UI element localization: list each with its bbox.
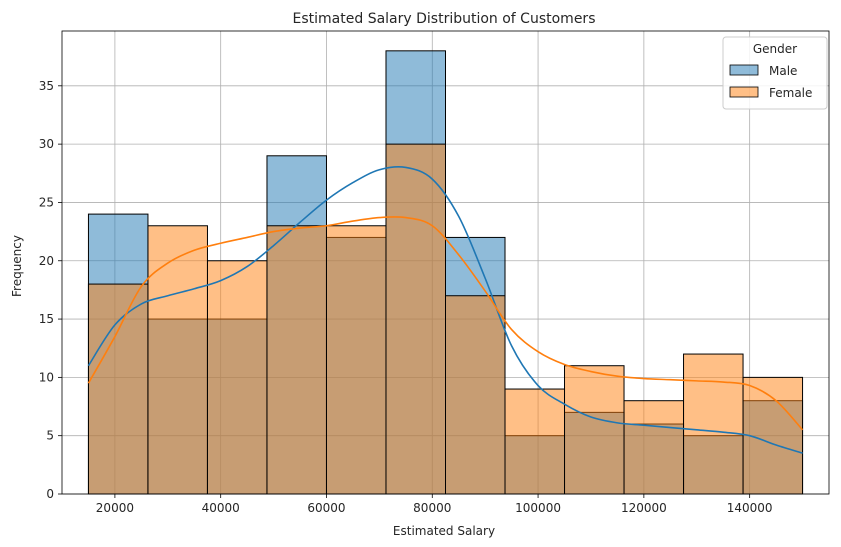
bar-female-3 [266, 225, 327, 495]
bar-female-5 [385, 143, 447, 495]
x-tick-label: 140000 [727, 501, 773, 515]
x-axis-label: Estimated Salary [393, 524, 495, 538]
histogram-bars [87, 50, 804, 495]
y-tick-label: 35 [39, 79, 54, 93]
bar-female-7 [504, 388, 566, 495]
y-tick-label: 15 [39, 312, 54, 326]
x-tick-label: 40000 [202, 501, 240, 515]
legend-swatch-female [729, 86, 759, 98]
x-tick-label: 120000 [621, 501, 667, 515]
y-tick-label: 5 [46, 429, 54, 443]
y-tick-label: 0 [46, 487, 54, 501]
legend-label-male: Male [769, 64, 797, 78]
y-tick-label: 30 [39, 137, 54, 151]
x-tick-label: 60000 [307, 501, 345, 515]
chart-title: Estimated Salary Distribution of Custome… [293, 11, 596, 27]
bar-female-4 [325, 225, 387, 495]
legend-swatch-male [729, 64, 759, 76]
bar-female-0 [87, 283, 149, 495]
legend: Gender Male Female [722, 36, 828, 110]
legend-title: Gender [753, 42, 797, 56]
bar-female-10 [683, 353, 744, 495]
x-tick-label: 100000 [515, 501, 561, 515]
x-tick-label: 20000 [96, 501, 134, 515]
y-axis-label: Frequency [10, 235, 24, 297]
bar-female-6 [445, 295, 506, 495]
x-axis-ticks: 20000 40000 60000 80000 100000 120000 140000 [96, 494, 773, 515]
y-tick-label: 25 [39, 195, 54, 209]
bar-female-11 [742, 376, 804, 495]
bar-female-2 [206, 260, 268, 495]
bar-female-1 [147, 225, 208, 495]
plot-frame [61, 30, 830, 495]
y-tick-label: 10 [39, 370, 54, 384]
legend-label-female: Female [769, 86, 812, 100]
kde-line-male [87, 166, 803, 454]
bar-female-8 [564, 365, 625, 495]
kde-line-female [87, 216, 804, 431]
y-axis-ticks: 0 5 10 15 20 25 30 35 [39, 79, 62, 501]
y-tick-label: 20 [39, 254, 54, 268]
kde-curves [87, 166, 804, 454]
x-tick-label: 80000 [413, 501, 451, 515]
bar-female-9 [623, 400, 685, 495]
